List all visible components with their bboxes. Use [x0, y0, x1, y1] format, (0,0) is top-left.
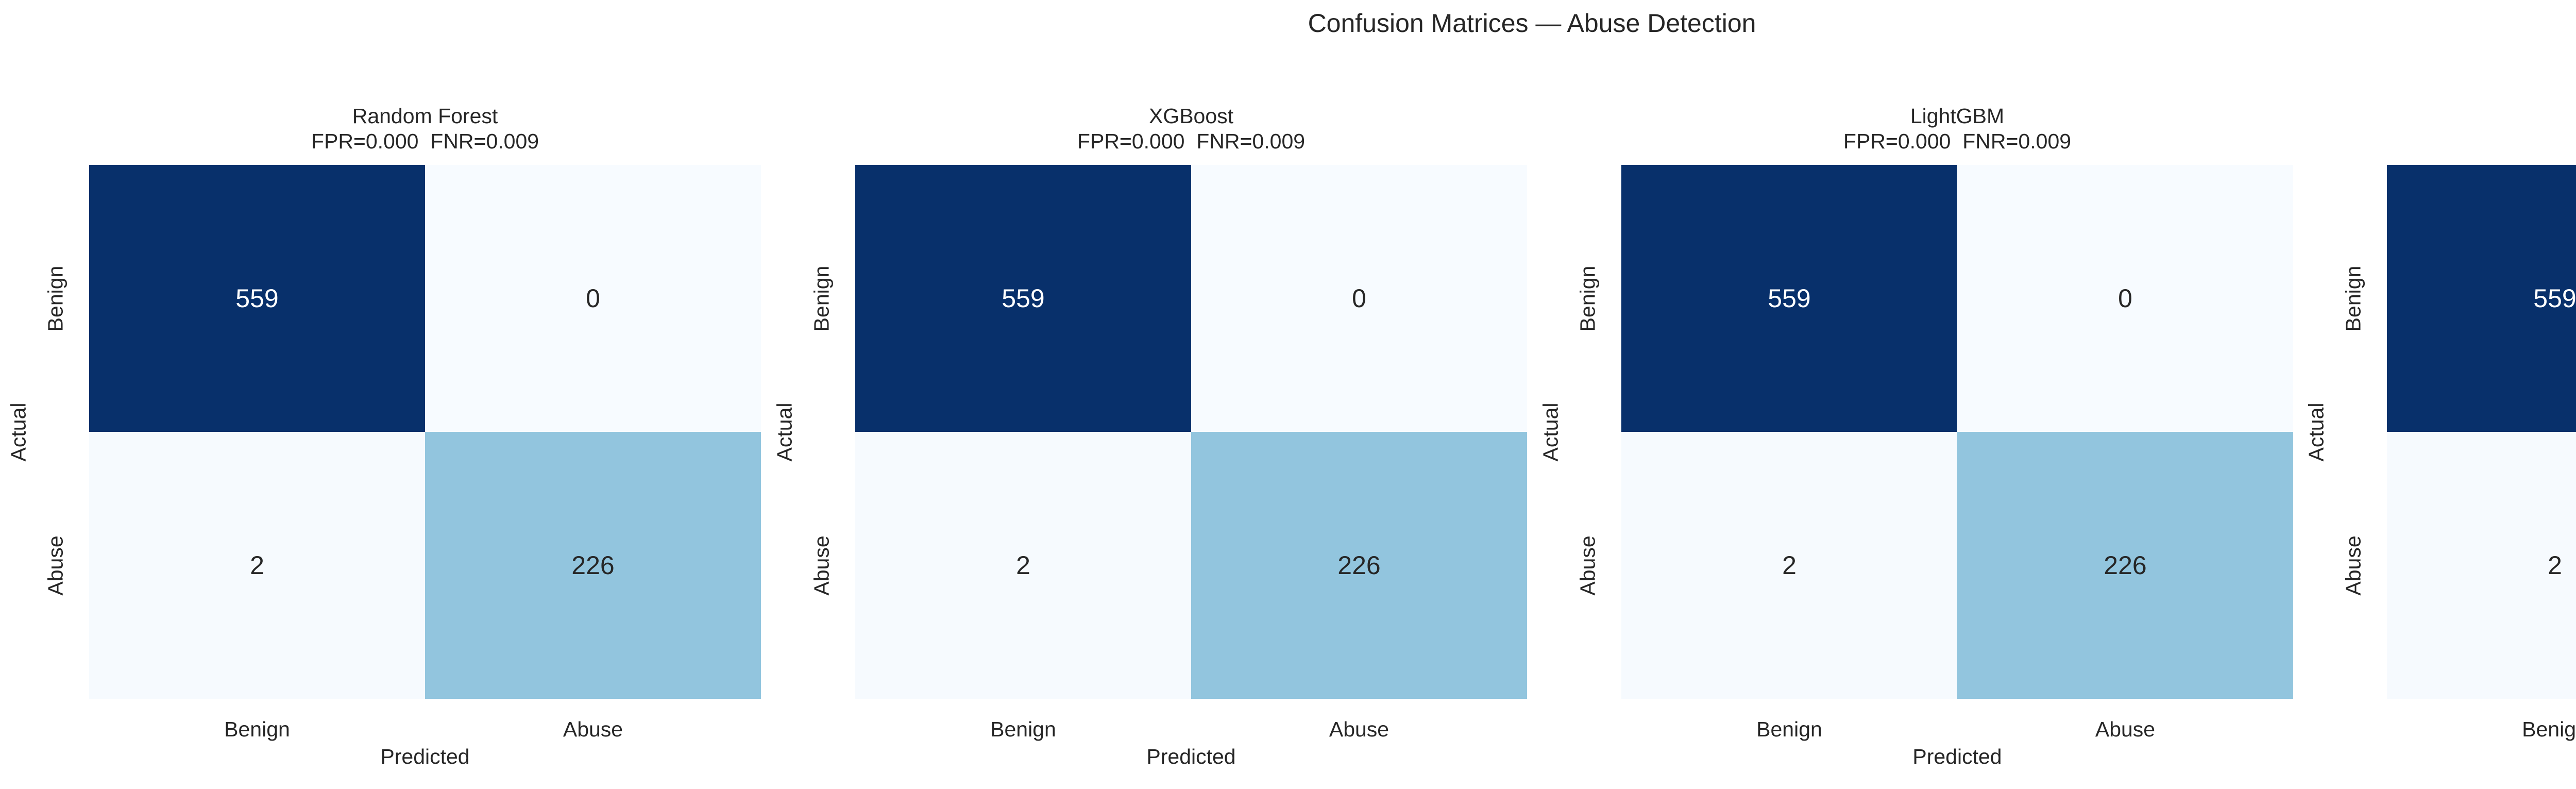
y-tick-benign: Benign: [809, 265, 834, 331]
x-tick-benign: Benign: [2522, 717, 2576, 741]
panel-metrics: FPR=0.000 FNR=0.009: [1843, 129, 2072, 153]
x-tick-benign: Benign: [990, 717, 1056, 741]
cell-tp: 226: [1191, 432, 1527, 699]
cell-tn: 559: [2387, 165, 2576, 432]
x-tick-abuse: Abuse: [2095, 717, 2156, 741]
y-axis-label: Actual: [1538, 402, 1563, 461]
cell-fn: 2: [1621, 432, 1957, 699]
cell-tp: 226: [425, 432, 761, 699]
y-axis-label: Actual: [6, 402, 30, 461]
cell-fn: 2: [89, 432, 425, 699]
x-tick-benign: Benign: [224, 717, 290, 741]
y-axis-label: Actual: [2304, 402, 2328, 461]
panel-title: Random Forest: [352, 104, 498, 128]
confusion-matrix: 559 0 2 226: [1621, 165, 2293, 699]
panel-title-block: Neural Network FPR=0.000 FNR=0.009: [2387, 104, 2576, 154]
panel-title-block: LightGBM FPR=0.000 FNR=0.009: [1621, 104, 2293, 154]
cell-fp: 0: [1191, 165, 1527, 432]
panel-title: Neural Network: [2387, 104, 2576, 129]
cell-tn: 559: [1621, 165, 1957, 432]
y-axis-label: Actual: [772, 402, 796, 461]
y-tick-abuse: Abuse: [809, 535, 834, 596]
cell-fp: 0: [425, 165, 761, 432]
panel-metrics: FPR=0.000 FNR=0.009: [2387, 129, 2576, 154]
confusion-matrix: 559 0 2 226: [2387, 165, 2576, 699]
x-axis-label: Predicted: [2387, 745, 2576, 769]
y-tick-benign: Benign: [2341, 265, 2365, 331]
confusion-matrix: 559 0 2 226: [855, 165, 1527, 699]
figure-title: Confusion Matrices — Abuse Detection: [1308, 9, 1756, 38]
panel-metrics: FPR=0.000 FNR=0.009: [1077, 129, 1306, 153]
y-tick-benign: Benign: [43, 265, 67, 331]
cell-tn: 559: [855, 165, 1191, 432]
panel-xgboost: XGBoost FPR=0.000 FNR=0.009 Actual Benig…: [766, 0, 1532, 789]
x-tick-benign: Benign: [1756, 717, 1822, 741]
panel-lightgbm: LightGBM FPR=0.000 FNR=0.009 Actual Beni…: [1532, 0, 2298, 789]
x-tick-abuse: Abuse: [563, 717, 623, 741]
cell-fn: 2: [855, 432, 1191, 699]
panel-title: LightGBM: [1910, 104, 2005, 128]
panel-title: XGBoost: [1148, 104, 1234, 128]
y-tick-abuse: Abuse: [1575, 535, 1600, 596]
cell-fn: 2: [2387, 432, 2576, 699]
x-tick-abuse: Abuse: [1329, 717, 1389, 741]
panel-neural-network: Neural Network FPR=0.000 FNR=0.009 Actua…: [2298, 0, 2576, 789]
cell-tp: 226: [1957, 432, 2293, 699]
panel-metrics: FPR=0.000 FNR=0.009: [311, 129, 539, 153]
y-tick-abuse: Abuse: [43, 535, 67, 596]
x-axis-label: Predicted: [1912, 745, 2002, 768]
x-axis-label: Predicted: [1146, 745, 1236, 768]
confusion-matrix: 559 0 2 226: [89, 165, 761, 699]
panel-title-block: Random Forest FPR=0.000 FNR=0.009: [89, 104, 761, 154]
panel-title-block: XGBoost FPR=0.000 FNR=0.009: [855, 104, 1527, 154]
panel-random-forest: Random Forest FPR=0.000 FNR=0.009 Actual…: [0, 0, 766, 789]
y-tick-benign: Benign: [1575, 265, 1600, 331]
cell-fp: 0: [1957, 165, 2293, 432]
cell-tn: 559: [89, 165, 425, 432]
x-axis-label: Predicted: [380, 745, 470, 768]
y-tick-abuse: Abuse: [2341, 535, 2365, 596]
